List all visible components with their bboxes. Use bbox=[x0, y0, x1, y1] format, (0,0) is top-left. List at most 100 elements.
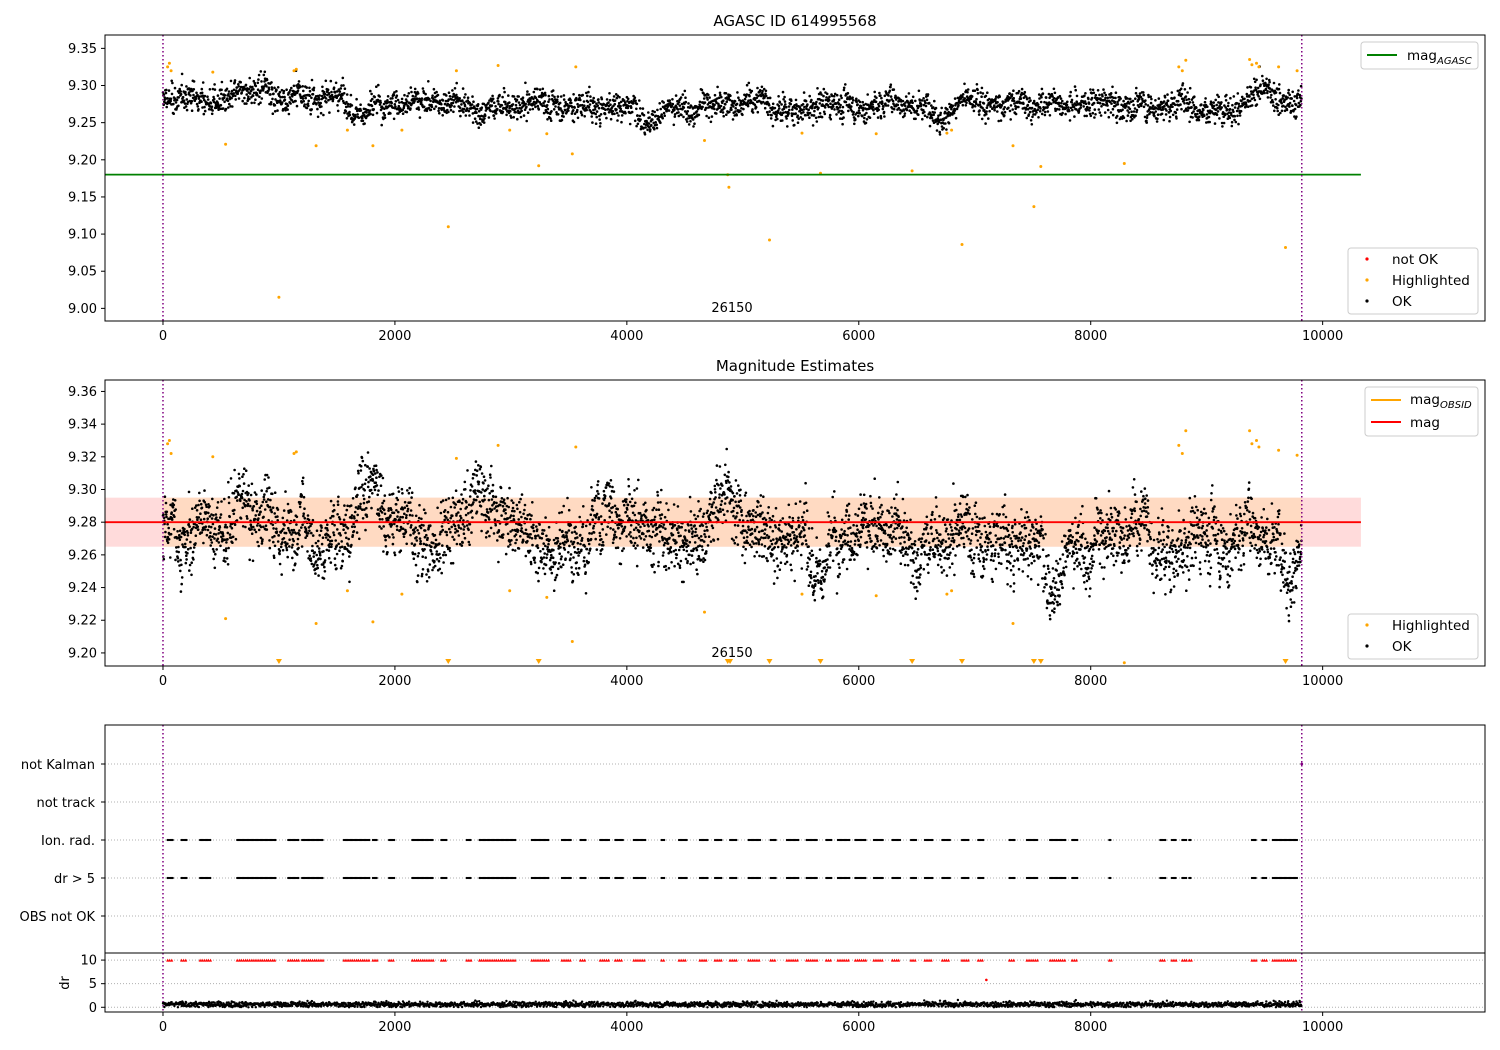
ok-point bbox=[562, 115, 565, 118]
ok-point bbox=[582, 100, 586, 103]
ok-point bbox=[284, 106, 288, 109]
ok-point bbox=[523, 108, 527, 111]
ok-point bbox=[619, 107, 623, 111]
ok-point bbox=[659, 121, 662, 125]
ok-point bbox=[432, 87, 436, 91]
ok-point bbox=[1257, 95, 1260, 98]
ok-point bbox=[346, 527, 350, 530]
ok-point bbox=[338, 90, 342, 93]
ok-point bbox=[317, 101, 320, 104]
ok-point bbox=[1113, 100, 1117, 104]
ok-point bbox=[204, 525, 208, 528]
ok-point bbox=[462, 532, 466, 535]
ok-point bbox=[433, 533, 437, 537]
ok-point bbox=[408, 513, 412, 517]
ok-point bbox=[1142, 105, 1146, 109]
ok-point bbox=[330, 543, 333, 546]
ok-point bbox=[494, 105, 497, 108]
ok-point bbox=[713, 107, 716, 111]
ok-point bbox=[524, 528, 528, 532]
highlighted-point bbox=[1184, 58, 1188, 62]
ok-point bbox=[353, 525, 357, 529]
ok-point bbox=[518, 500, 521, 504]
ok-point bbox=[453, 87, 457, 90]
ok-point bbox=[466, 96, 470, 99]
ok-point bbox=[254, 98, 257, 101]
ok-point bbox=[443, 102, 447, 106]
ok-point bbox=[588, 85, 591, 89]
ok-point bbox=[1048, 114, 1052, 117]
ok-point bbox=[361, 483, 364, 487]
ok-point bbox=[842, 86, 846, 90]
ok-point bbox=[470, 531, 473, 534]
ok-point bbox=[1019, 97, 1023, 100]
ok-point bbox=[966, 90, 969, 94]
ok-point bbox=[379, 484, 383, 488]
ok-point bbox=[595, 115, 598, 119]
ok-point bbox=[1002, 101, 1005, 105]
ok-point bbox=[540, 537, 544, 540]
ok-point bbox=[395, 509, 398, 512]
ok-point bbox=[778, 107, 781, 110]
ok-point bbox=[300, 494, 304, 497]
ok-point bbox=[369, 89, 372, 93]
ok-point bbox=[986, 91, 989, 94]
ok-point bbox=[475, 510, 479, 513]
ok-point bbox=[1248, 99, 1252, 103]
ok-point bbox=[184, 93, 188, 96]
ok-point bbox=[382, 102, 386, 106]
ok-point bbox=[734, 110, 737, 113]
ok-point bbox=[673, 108, 676, 112]
ok-point bbox=[208, 505, 211, 508]
ok-point bbox=[457, 524, 460, 527]
ok-point bbox=[562, 504, 565, 508]
ok-point bbox=[491, 97, 495, 101]
ok-point bbox=[691, 118, 695, 121]
ok-point bbox=[985, 106, 989, 109]
ok-point bbox=[302, 495, 306, 499]
ok-point bbox=[1215, 113, 1219, 116]
ok-point bbox=[915, 109, 919, 113]
ok-point bbox=[393, 551, 396, 554]
ok-point bbox=[786, 125, 789, 128]
ok-point bbox=[1270, 93, 1273, 97]
ok-point bbox=[464, 513, 468, 517]
y-tick-label: 9.20 bbox=[68, 153, 97, 168]
ok-point bbox=[663, 114, 666, 117]
ok-point bbox=[993, 108, 996, 112]
ok-point bbox=[576, 108, 579, 112]
ok-point bbox=[477, 464, 480, 467]
ok-point bbox=[202, 517, 206, 521]
ok-point bbox=[1210, 101, 1213, 105]
ok-point bbox=[538, 523, 541, 526]
ok-point bbox=[1181, 82, 1185, 85]
ok-point bbox=[417, 108, 421, 111]
ok-point bbox=[496, 107, 499, 111]
ok-point bbox=[301, 476, 305, 480]
ok-point bbox=[1269, 96, 1272, 99]
ok-point bbox=[1183, 102, 1186, 105]
ok-point bbox=[1009, 118, 1012, 121]
ok-point bbox=[851, 96, 854, 99]
ok-point bbox=[233, 508, 236, 512]
ok-point bbox=[490, 464, 493, 468]
ok-point bbox=[337, 88, 341, 91]
ok-point bbox=[170, 79, 173, 83]
ok-point bbox=[564, 557, 567, 560]
ok-point bbox=[414, 95, 417, 98]
ok-point bbox=[185, 554, 188, 557]
ok-point bbox=[345, 508, 349, 512]
ok-point bbox=[710, 115, 714, 118]
ok-point bbox=[1268, 80, 1271, 84]
ok-point bbox=[735, 102, 739, 106]
ok-point bbox=[250, 101, 253, 105]
ok-point bbox=[461, 523, 465, 526]
ok-point bbox=[463, 525, 466, 528]
ok-point bbox=[1278, 83, 1281, 86]
ok-point bbox=[1218, 117, 1221, 120]
ok-point bbox=[382, 550, 385, 553]
ok-point bbox=[489, 109, 492, 113]
ok-point bbox=[832, 94, 836, 98]
ok-point bbox=[529, 517, 532, 521]
ok-point bbox=[259, 89, 263, 92]
